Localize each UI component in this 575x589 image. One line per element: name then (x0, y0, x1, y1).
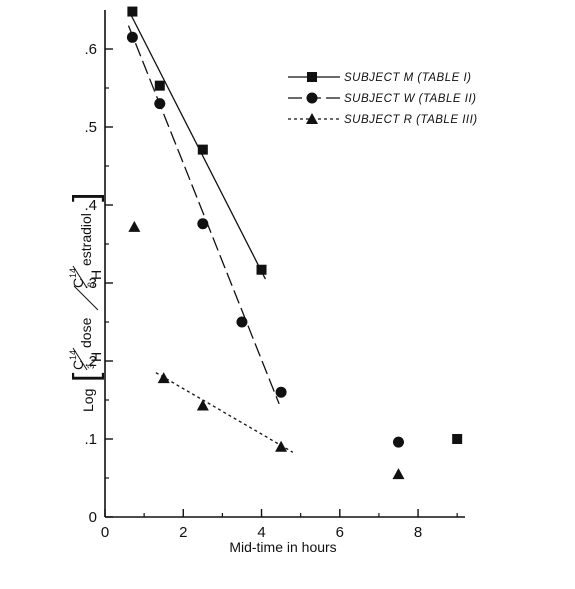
y-title-den-c-sup: 14 (68, 268, 78, 278)
x-tick-label: 2 (179, 524, 187, 541)
y-title-main-slash (73, 285, 99, 311)
y-title-num-h: H (88, 352, 104, 362)
y-tick-label: 0 (89, 509, 97, 526)
y-title-num-word: dose (78, 317, 94, 348)
legend-label: SUBJECT W (TABLE II) (344, 93, 476, 105)
data-point-triangle (157, 372, 170, 384)
x-axis-title: Mid-time in hours (229, 539, 336, 555)
data-point-triangle (392, 468, 405, 480)
y-tick-label: .5 (84, 119, 97, 136)
y-ticks: 0 .1 .2 .3 .4 .5 .6 (84, 41, 113, 526)
data-point-square (127, 6, 138, 17)
data-point-square (154, 80, 165, 91)
legend-label: SUBJECT R (TABLE III) (344, 114, 478, 126)
axes: 0 2 4 6 8 0 .1 .2 .3 .4 .5 .6 (84, 10, 465, 541)
y-title-bracket-left: [ (67, 372, 105, 382)
legend-label: SUBJECT M (TABLE I) (344, 72, 472, 84)
x-tick-label: 0 (101, 524, 109, 541)
y-title-bracket-right: ] (67, 193, 105, 202)
y-tick-label: .1 (84, 431, 97, 448)
y-title-num-c: C (70, 360, 86, 370)
legend-marker-square (307, 72, 317, 82)
x-ticks: 0 2 4 6 8 (101, 509, 458, 541)
data-point-triangle (128, 220, 141, 232)
data-points (126, 6, 463, 480)
data-point-triangle (196, 399, 209, 411)
y-title-frac-slash-2 (72, 265, 88, 289)
y-tick-label: .3 (84, 275, 97, 292)
x-tick-label: 4 (257, 524, 265, 541)
data-point-circle (197, 218, 209, 230)
data-point-circle (236, 316, 248, 328)
data-point-square (197, 144, 208, 155)
y-axis-title: Log [ C 14 H 3 dose C 14 H 3 estradiol ] (67, 193, 105, 412)
y-title-den-c: C (70, 278, 86, 288)
y-tick-label: .6 (84, 41, 97, 58)
y-title-frac-slash-1 (72, 347, 88, 371)
legend-marker-circle (306, 92, 318, 104)
x-tick-label: 6 (336, 524, 344, 541)
fit-line-triangle (155, 372, 294, 453)
fit-line-circle (127, 25, 280, 405)
legend-marker-triangle (306, 113, 318, 124)
data-point-circle (275, 386, 287, 398)
data-point-square (452, 434, 463, 444)
data-point-triangle (275, 440, 288, 452)
fit-lines (127, 9, 294, 453)
y-title-num-c-sup: 14 (68, 350, 78, 360)
data-point-circle (126, 31, 138, 43)
y-tick-label: .2 (84, 353, 97, 370)
data-point-square (256, 264, 267, 275)
data-point-circle (154, 98, 166, 110)
y-title-den-h-sup: 3 (86, 282, 96, 287)
y-tick-label: .4 (84, 197, 97, 214)
y-title-den-h: H (88, 270, 104, 280)
x-tick-label: 8 (414, 524, 422, 541)
fit-line-square (127, 9, 267, 280)
y-title-den-word: estradiol (78, 213, 94, 266)
y-title-num-h-sup: 3 (86, 364, 96, 369)
data-point-circle (392, 436, 404, 448)
y-title-log: Log (80, 389, 96, 412)
legend: SUBJECT M (TABLE I) SUBJECT W (TABLE II) S… (288, 72, 478, 126)
